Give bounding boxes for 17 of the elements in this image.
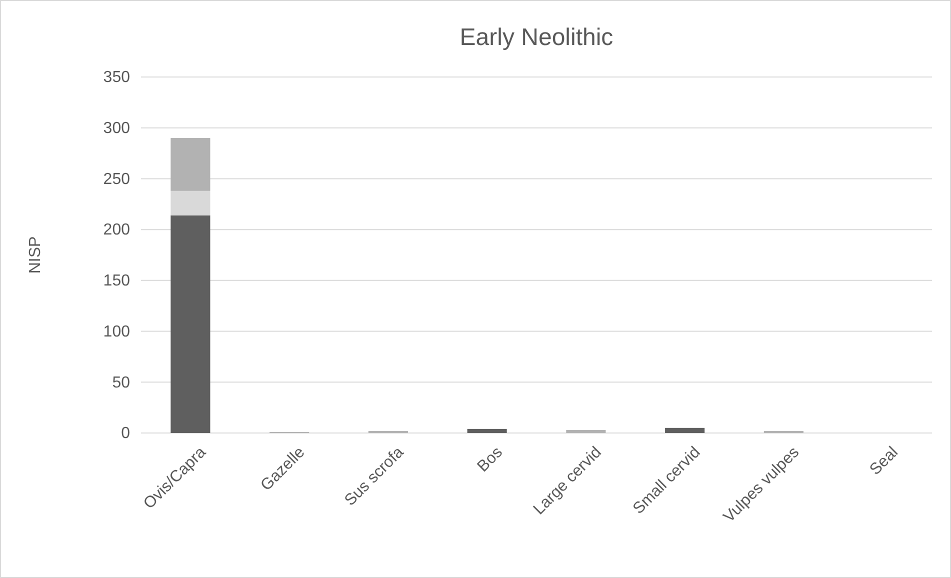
y-axis-title: NISP [27, 236, 44, 274]
bar [170, 190, 210, 216]
y-tick-label: 200 [103, 222, 130, 239]
y-tick-label: 300 [103, 120, 130, 137]
bar [467, 428, 507, 433]
y-tick-label: 100 [103, 323, 130, 340]
y-tick-label: 0 [121, 425, 130, 442]
bar [566, 430, 606, 433]
bar [170, 215, 210, 433]
y-tick-label: 350 [103, 69, 130, 86]
bar [665, 428, 705, 433]
y-tick-label: 50 [112, 374, 130, 392]
x-tick-label: Bos [474, 444, 506, 476]
bar [170, 138, 210, 191]
y-tick-label: 250 [103, 170, 130, 188]
chart-title: Early Neolithic [460, 24, 614, 51]
y-tick-label: 150 [103, 272, 130, 290]
